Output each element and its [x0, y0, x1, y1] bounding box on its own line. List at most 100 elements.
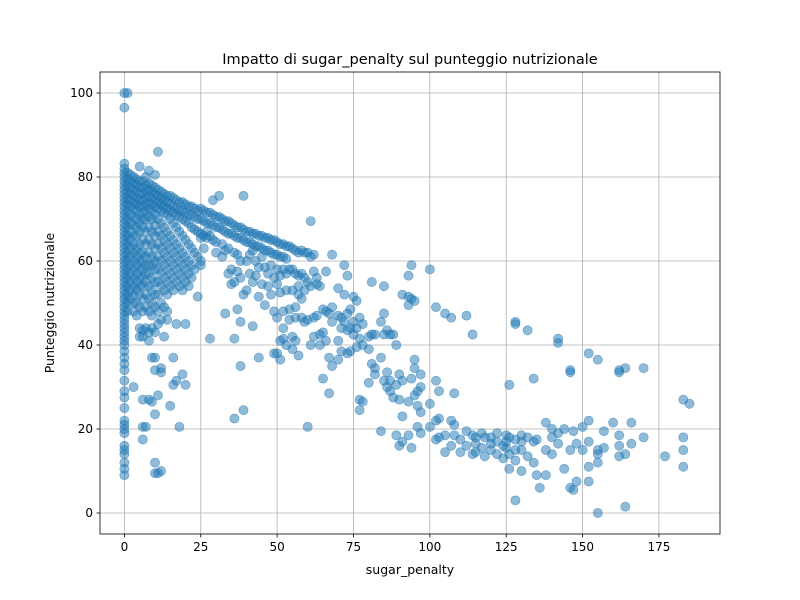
x-tick-label: 150 [571, 540, 594, 554]
data-point [119, 375, 130, 386]
data-point [150, 409, 160, 420]
data-point [434, 413, 444, 424]
data-point [259, 300, 270, 310]
data-point [406, 260, 417, 271]
data-point [165, 400, 176, 411]
data-point [571, 476, 582, 487]
data-point [235, 361, 246, 371]
data-point [321, 266, 331, 277]
data-point [327, 302, 337, 313]
data-point [195, 260, 206, 271]
data-point [290, 335, 301, 346]
data-point [119, 403, 130, 413]
data-point [119, 428, 130, 439]
data-point [150, 327, 160, 338]
data-point [461, 310, 472, 321]
data-point [333, 354, 344, 365]
data-point [327, 361, 337, 371]
data-point [446, 312, 457, 323]
data-point [440, 430, 450, 441]
data-point [592, 508, 603, 518]
data-point [308, 249, 319, 260]
data-point [241, 285, 252, 296]
data-point [171, 375, 182, 386]
x-tick-label: 25 [193, 540, 208, 554]
data-point [424, 421, 435, 432]
y-axis-ticks: 0 20 40 60 80 100 [70, 86, 100, 520]
data-point [287, 344, 298, 355]
data-point [476, 442, 487, 453]
data-point [376, 316, 386, 327]
data-point [180, 379, 191, 390]
data-point [415, 428, 426, 439]
data-point [614, 440, 625, 451]
data-point [156, 367, 166, 378]
data-point [379, 281, 389, 292]
data-point [150, 352, 160, 363]
data-point [345, 304, 356, 315]
data-point [620, 363, 631, 373]
data-point [119, 365, 130, 376]
data-point [369, 329, 380, 340]
data-point [382, 367, 392, 378]
data-point [162, 314, 173, 325]
data-point [577, 421, 588, 432]
data-point [510, 319, 521, 329]
data-point [528, 373, 539, 384]
data-point [220, 308, 231, 319]
data-point [150, 169, 160, 180]
data-point [467, 329, 478, 340]
data-point [363, 344, 374, 355]
data-point [415, 407, 426, 418]
data-point [140, 421, 151, 432]
data-point [541, 417, 551, 428]
data-point [198, 243, 209, 254]
data-point [397, 375, 408, 386]
data-point [522, 325, 533, 336]
data-point [177, 369, 188, 380]
plot-frame [99, 71, 721, 535]
data-point [146, 396, 157, 407]
data-point [205, 333, 215, 344]
data-point [134, 161, 145, 172]
data-point [534, 482, 545, 493]
data-point [238, 190, 249, 201]
data-point [409, 363, 420, 373]
data-point [608, 417, 618, 428]
y-tick-label: 0 [85, 506, 93, 520]
data-point [559, 463, 570, 474]
y-tick-label: 60 [78, 254, 93, 268]
data-point [305, 340, 316, 350]
data-point [678, 461, 689, 472]
data-point [342, 270, 353, 281]
data-point [183, 281, 194, 292]
data-point [376, 426, 386, 436]
data-point [510, 455, 521, 466]
data-point [528, 457, 539, 468]
x-tick-label: 175 [647, 540, 670, 554]
data-point [678, 445, 689, 455]
data-point [614, 430, 625, 441]
data-point [620, 449, 631, 460]
data-point [638, 363, 649, 373]
data-point [171, 319, 182, 329]
data-point [424, 264, 435, 275]
data-point [409, 354, 420, 365]
data-point [592, 354, 603, 365]
data-point [229, 333, 240, 344]
data-point [296, 293, 307, 304]
data-point [122, 88, 133, 98]
data-point [186, 272, 197, 283]
data-point [592, 457, 603, 468]
data-point [324, 352, 334, 363]
data-point [397, 436, 408, 447]
data-points [119, 88, 695, 518]
data-point [440, 447, 450, 457]
data-point [522, 451, 533, 462]
data-point [449, 388, 460, 399]
data-point [577, 445, 588, 455]
data-point [128, 382, 139, 392]
data-point [180, 319, 191, 329]
data-point [278, 323, 289, 334]
